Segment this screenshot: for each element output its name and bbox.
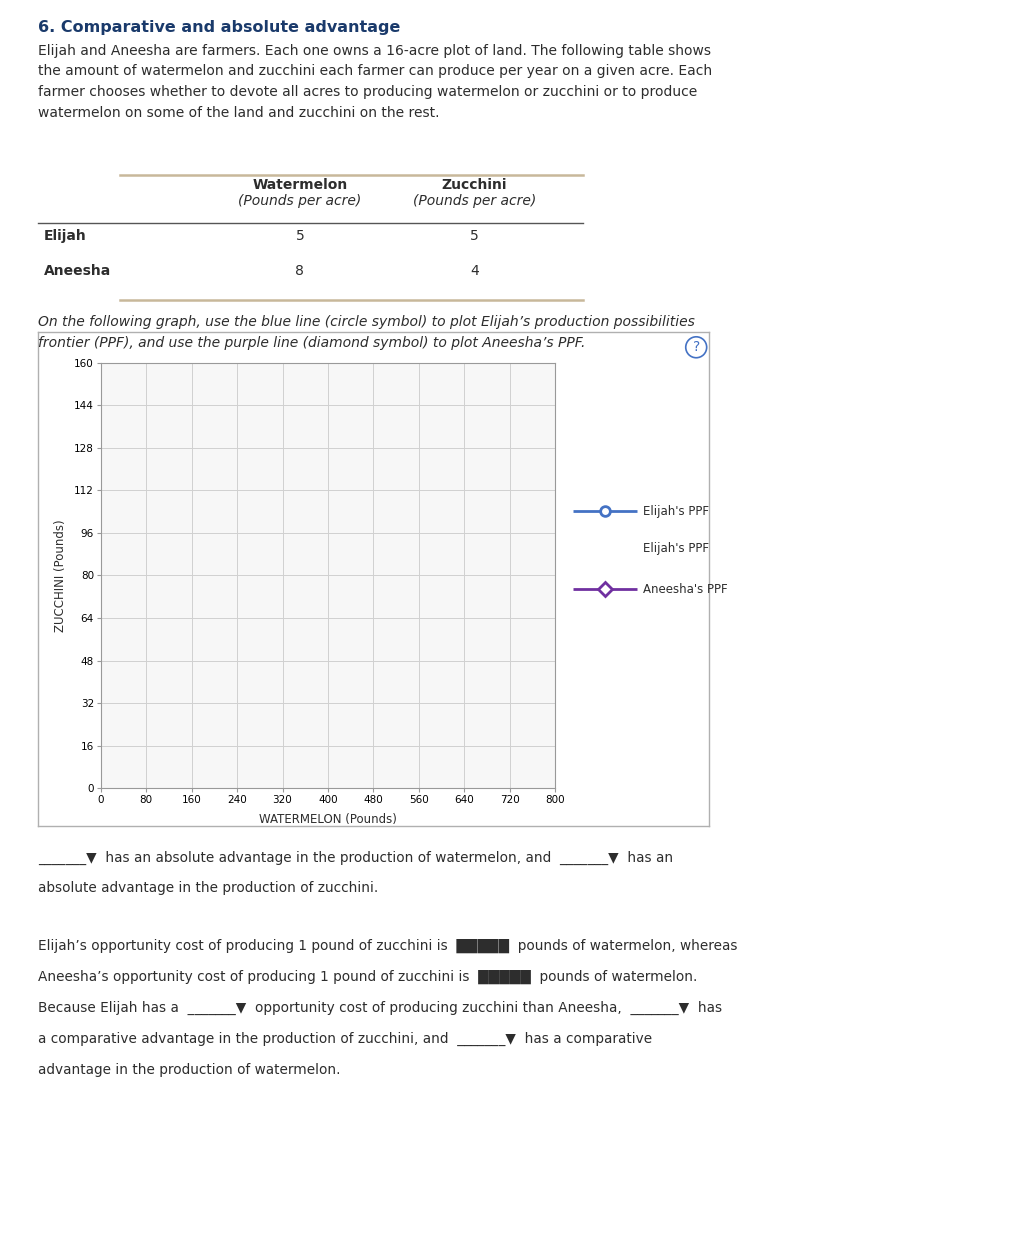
Text: Elijah’s opportunity cost of producing 1 pound of zucchini is  █████  pounds of : Elijah’s opportunity cost of producing 1…: [38, 938, 738, 952]
X-axis label: WATERMELON (Pounds): WATERMELON (Pounds): [259, 813, 397, 827]
Text: 8: 8: [296, 264, 305, 278]
Text: 5: 5: [296, 229, 305, 243]
Text: (Pounds per acre): (Pounds per acre): [238, 194, 361, 208]
Text: Because Elijah has a  _______▼  opportunity cost of producing zucchini than Anee: Because Elijah has a _______▼ opportunit…: [38, 1001, 722, 1015]
Text: Aneesha: Aneesha: [43, 264, 111, 278]
Text: ?: ?: [692, 340, 700, 354]
Text: Elijah and Aneesha are farmers. Each one owns a 16-acre plot of land. The follow: Elijah and Aneesha are farmers. Each one…: [38, 44, 712, 120]
Text: a comparative advantage in the production of zucchini, and  _______▼  has a comp: a comparative advantage in the productio…: [38, 1032, 653, 1046]
Text: Elijah's PPF: Elijah's PPF: [643, 542, 708, 555]
Text: 6. Comparative and absolute advantage: 6. Comparative and absolute advantage: [38, 20, 401, 35]
Text: On the following graph, use the blue line (circle symbol) to plot Elijah’s produ: On the following graph, use the blue lin…: [38, 315, 695, 350]
Text: advantage in the production of watermelon.: advantage in the production of watermelo…: [38, 1063, 341, 1077]
Text: Elijah's PPF: Elijah's PPF: [643, 504, 708, 518]
Text: Watermelon: Watermelon: [252, 179, 347, 193]
Y-axis label: ZUCCHINI (Pounds): ZUCCHINI (Pounds): [54, 519, 68, 632]
Text: 4: 4: [470, 264, 478, 278]
Text: Elijah: Elijah: [43, 229, 87, 243]
Text: Aneesha's PPF: Aneesha's PPF: [643, 583, 727, 595]
Text: Zucchini: Zucchini: [442, 179, 507, 193]
Text: absolute advantage in the production of zucchini.: absolute advantage in the production of …: [38, 881, 378, 894]
Text: Aneesha’s opportunity cost of producing 1 pound of zucchini is  █████  pounds of: Aneesha’s opportunity cost of producing …: [38, 970, 697, 983]
Text: 5: 5: [470, 229, 478, 243]
Text: (Pounds per acre): (Pounds per acre): [413, 194, 536, 208]
Text: _______▼  has an absolute advantage in the production of watermelon, and  ______: _______▼ has an absolute advantage in th…: [38, 851, 673, 864]
